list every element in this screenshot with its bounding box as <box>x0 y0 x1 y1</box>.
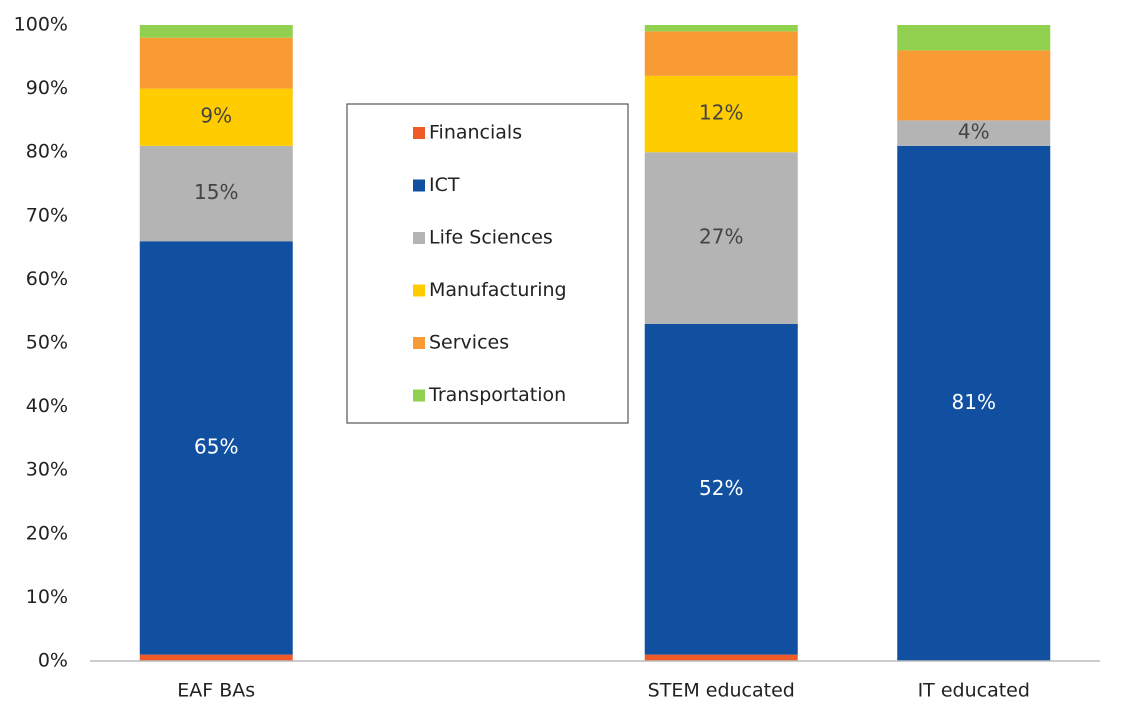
data-label: 12% <box>699 101 743 125</box>
y-tick-label: 100% <box>14 14 68 36</box>
data-label: 52% <box>699 476 743 500</box>
bar-segment <box>644 75 798 153</box>
y-tick-label: 80% <box>26 141 68 163</box>
bar-segment <box>139 241 293 655</box>
legend-swatch <box>413 337 425 349</box>
y-tick-label: 60% <box>26 268 68 290</box>
bar-segment <box>897 120 1051 146</box>
data-label: 9% <box>200 104 232 128</box>
bar-segment <box>139 25 293 38</box>
legend-swatch <box>413 232 425 244</box>
data-label: 27% <box>699 225 743 249</box>
y-tick-label: 90% <box>26 77 68 99</box>
bar-segment <box>139 88 293 146</box>
bar-segment <box>139 145 293 242</box>
bar-segment <box>897 25 1051 51</box>
legend-swatch <box>413 389 425 402</box>
data-label: 81% <box>952 390 996 414</box>
legend-label: Life Sciences <box>429 227 553 249</box>
y-tick-label: 10% <box>26 586 68 608</box>
data-label: 65% <box>194 434 238 458</box>
legend-label: ICT <box>429 174 460 196</box>
legend-label: Transportation <box>428 384 566 406</box>
legend-swatch <box>413 284 425 297</box>
bar-segment <box>897 145 1051 662</box>
bar-segment <box>644 152 798 324</box>
y-tick-label: 20% <box>26 522 68 544</box>
bar-segment <box>644 25 798 32</box>
bar-segment <box>139 654 293 661</box>
x-tick-label: EAF BAs <box>177 680 255 701</box>
y-tick-label: 50% <box>26 332 68 354</box>
legend-label: Services <box>429 332 509 354</box>
x-tick-label: IT educated <box>918 680 1030 701</box>
bar-segment <box>644 323 798 655</box>
data-label: 4% <box>958 120 990 144</box>
legend-swatch <box>413 127 425 139</box>
y-tick-label: 40% <box>26 395 68 417</box>
bar-segment <box>897 50 1051 121</box>
bar-segment <box>644 31 798 76</box>
y-tick-label: 0% <box>38 650 68 672</box>
y-tick-label: 30% <box>26 459 68 481</box>
legend-label: Manufacturing <box>429 279 567 301</box>
bar-segment <box>139 37 293 89</box>
data-label: 15% <box>194 180 238 204</box>
legend-label: Financials <box>429 122 522 144</box>
legend-swatch <box>413 179 425 192</box>
legend-box <box>346 103 629 424</box>
y-tick-label: 70% <box>26 204 68 226</box>
x-tick-label: STEM educated <box>648 680 795 701</box>
bar-segment <box>644 654 798 661</box>
